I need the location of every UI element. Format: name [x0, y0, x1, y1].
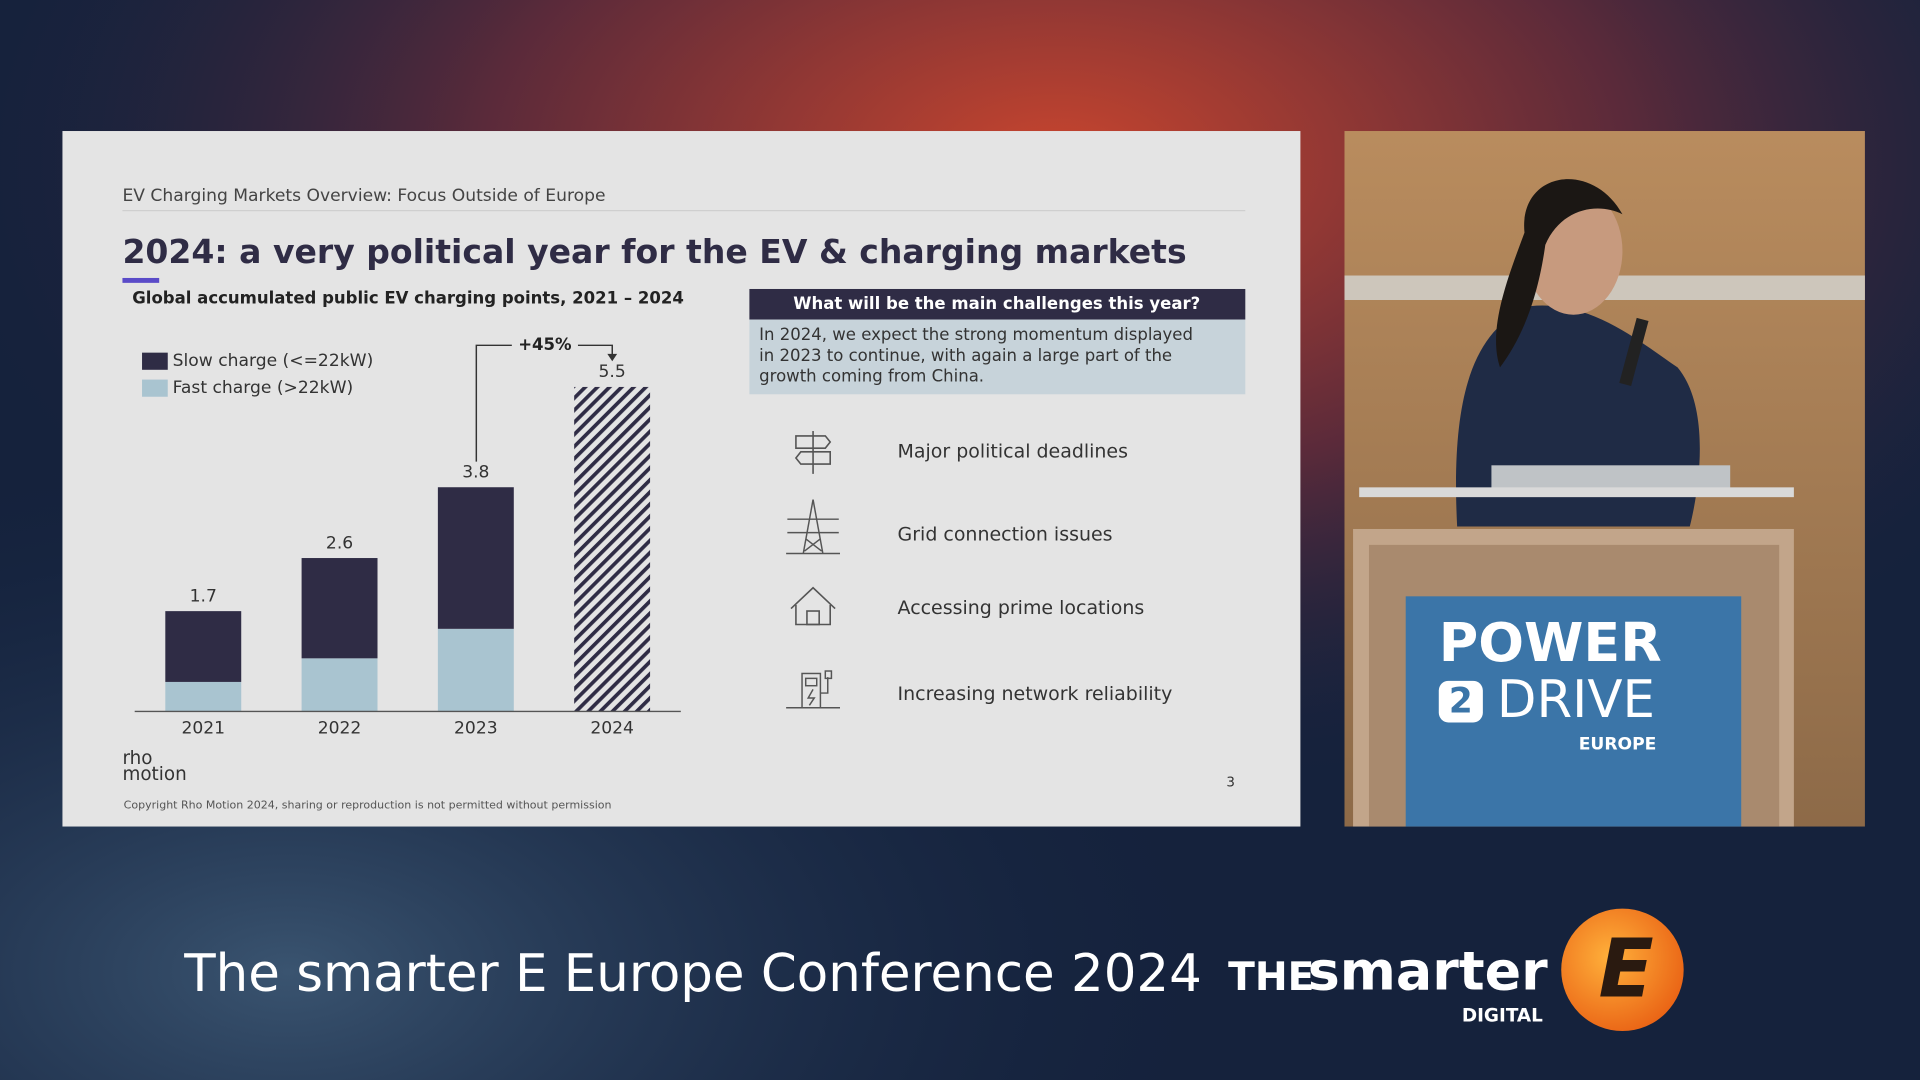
slide-background [62, 131, 1301, 827]
speaker-video: POWER 2 DRIVE EUROPE [1344, 131, 1865, 827]
slide: EV Charging Markets Overview: Focus Outs… [62, 131, 1301, 827]
challenge-heading: What will be the main challenges this ye… [793, 294, 1200, 313]
event-logo-digital: DIGITAL [1462, 1005, 1543, 1026]
bar-segment [165, 681, 242, 712]
challenge-body: growth coming from China. [759, 367, 984, 386]
chart-title: Global accumulated public EV charging po… [132, 288, 684, 307]
challenge-body-box [749, 319, 1246, 395]
challenge-body: In 2024, we expect the strong momentum d… [759, 325, 1193, 344]
podium-text: POWER [1439, 611, 1662, 674]
chart: Slow charge (<=22kW) Fast charge (>22kW) 1… [134, 351, 681, 739]
x-tick-label: 2022 [318, 719, 362, 739]
event-logo-letter: E [1599, 923, 1654, 1017]
annotation-arrow [607, 353, 618, 362]
challenge-heading-box [749, 288, 1246, 320]
bar-segment [437, 628, 514, 712]
bar-segment [437, 487, 514, 629]
podium-rail [1359, 487, 1794, 498]
bar-total-label: 5.5 [598, 362, 625, 382]
bar-total-label: 3.8 [462, 463, 489, 483]
bar-total-label: 1.7 [190, 586, 217, 606]
icon-house [790, 586, 836, 626]
challenge-item: Accessing prime locations [898, 597, 1145, 619]
slide-header: EV Charging Markets Overview: Focus Outs… [122, 186, 605, 206]
bar-segment [301, 558, 378, 659]
podium-badge [1438, 680, 1483, 723]
microphone [1619, 317, 1649, 387]
legend-label: Slow charge (<=22kW) [173, 351, 374, 371]
laptop [1491, 465, 1731, 490]
event-title: The smarter E Europe Conference 2024 [183, 944, 1202, 1004]
icon-pylon [786, 499, 840, 555]
bar-projected [574, 386, 651, 712]
challenge-item: Increasing network reliability [898, 683, 1173, 705]
x-tick-label: 2024 [590, 719, 634, 739]
annotation: +45% [518, 335, 572, 354]
legend-swatch [142, 352, 168, 370]
copyright: Copyright Rho Motion 2024, sharing or re… [124, 799, 612, 812]
slide-title: 2024: a very political year for the EV &… [122, 232, 1186, 271]
x-tick-label: 2023 [454, 719, 498, 739]
bar-segment [301, 658, 378, 712]
annotation-bracket [475, 344, 512, 462]
icon-signpost [794, 431, 832, 474]
legend-swatch [142, 379, 168, 397]
challenge-item: Major political deadlines [898, 440, 1128, 462]
challenge-body: in 2023 to continue, with again a large … [759, 346, 1172, 365]
speaker-hair [1496, 179, 1623, 368]
challenge-item: Grid connection issues [898, 524, 1113, 546]
podium-text: EUROPE [1579, 734, 1657, 754]
event-logo-mark [1561, 908, 1684, 1032]
icon-charger [786, 670, 840, 709]
bar-segment [165, 611, 242, 682]
podium-text: DRIVE [1497, 670, 1655, 730]
event-logo-the: THE [1228, 955, 1314, 1000]
brand-logo: rho [122, 748, 152, 769]
page-number: 3 [1226, 775, 1235, 790]
annotation-bracket [577, 344, 613, 356]
title-accent [122, 277, 160, 283]
x-tick-label: 2021 [181, 719, 225, 739]
legend-label: Fast charge (>22kW) [173, 378, 354, 398]
podium-text: 2 [1449, 681, 1473, 721]
brand-logo: motion [122, 764, 186, 785]
event-logo-smarter: smarter [1308, 939, 1548, 1002]
bar-total-label: 2.6 [326, 533, 353, 553]
